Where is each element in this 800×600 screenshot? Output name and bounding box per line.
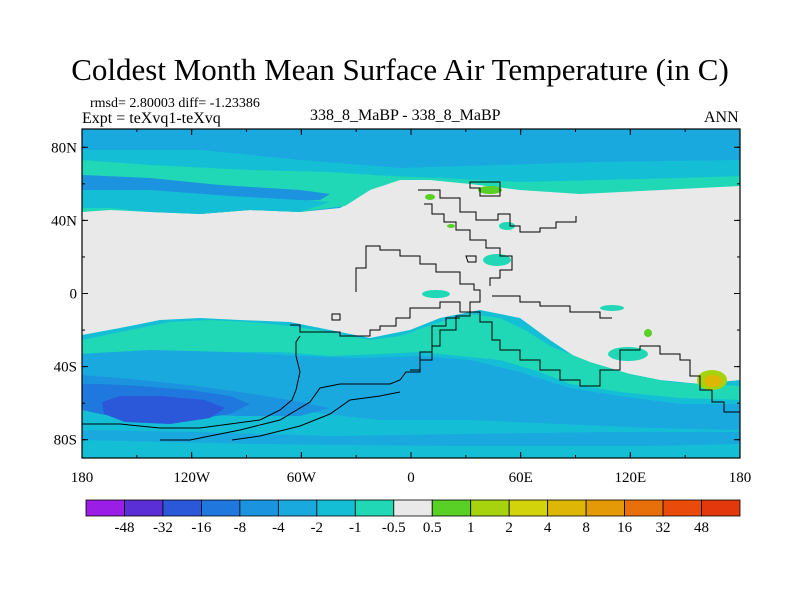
teal-patch-4 xyxy=(600,305,624,311)
colorbar-swatch xyxy=(393,499,433,517)
colorbar-label: 4 xyxy=(544,520,552,536)
colorbar-label: -1 xyxy=(349,520,362,536)
teal-patch-1 xyxy=(483,254,511,266)
colorbar-label: -8 xyxy=(234,520,247,536)
colorbar-label: -32 xyxy=(153,520,173,536)
case-label: 338_8_MaBP - 338_8_MaBP xyxy=(310,107,501,124)
continent-neutral xyxy=(390,210,720,360)
warm-patch-4 xyxy=(644,329,652,337)
chart-title: Coldest Month Mean Surface Air Temperatu… xyxy=(71,52,729,87)
lon-tick-label: 120E xyxy=(614,470,646,486)
colorbar-swatch xyxy=(624,499,664,517)
hotspot-inner xyxy=(704,375,722,387)
coastline-s2 xyxy=(231,391,401,441)
colorbar-label: 1 xyxy=(467,520,475,536)
coastline-west xyxy=(290,301,740,413)
teal-patch-5 xyxy=(608,347,648,361)
colorbar-label: 48 xyxy=(694,520,709,536)
colorbar-labels: -48 -32 -16 -8 -4 -2 -1 -0.5 0.5 1 2 4 8 16 32 48 xyxy=(114,520,709,536)
temperature-field xyxy=(82,129,740,458)
coastline-antarctica xyxy=(82,335,301,429)
lat-tick-label: 80N xyxy=(51,140,77,156)
coastline-north-3 xyxy=(465,255,477,263)
colorbar-swatch xyxy=(701,499,741,517)
stats-label: rmsd= 2.80003 diff= -1.23386 xyxy=(90,96,260,111)
colorbar-label: 16 xyxy=(617,520,633,536)
season-label: ANN xyxy=(704,109,739,126)
colorbar-label: -48 xyxy=(114,520,134,536)
arctic-band-teal-2 xyxy=(82,190,330,214)
lat-tick-label: 0 xyxy=(70,287,78,303)
coastline-north-4 xyxy=(469,181,501,197)
lon-tick-label: 0 xyxy=(407,470,415,486)
colorbar-swatch xyxy=(508,499,549,517)
coastline-north-2 xyxy=(424,203,513,286)
colorbar-swatch xyxy=(239,499,279,517)
axis-tick-labels: 180 120W 60W 0 60E 120E 180 80N 40N 0 40S 80S xyxy=(51,140,751,486)
colorbar-swatch xyxy=(431,499,472,517)
colorbar-label: -16 xyxy=(191,520,211,536)
coastline-southam xyxy=(160,317,460,441)
warm-patch-2 xyxy=(425,194,435,200)
coastline-madagascar xyxy=(331,313,341,321)
coastline-asia xyxy=(492,295,612,319)
colorbar-swatch xyxy=(470,499,510,517)
colorbar-label: -0.5 xyxy=(382,520,406,536)
axis-ticks xyxy=(81,129,741,458)
antarctic-band-teal xyxy=(82,440,740,458)
colorbar-swatch xyxy=(662,499,702,517)
lon-tick-label: 120W xyxy=(173,470,211,486)
colorbar-swatch xyxy=(162,499,202,517)
warm-patch-3 xyxy=(447,224,455,228)
warm-patch-1 xyxy=(478,186,502,194)
teal-patch-2 xyxy=(499,222,515,230)
southern-ocean-blue xyxy=(82,350,740,430)
lon-tick-label: 180 xyxy=(729,470,752,486)
lon-tick-label: 60E xyxy=(509,470,533,486)
colorbar-swatch xyxy=(85,499,125,517)
teal-patch-3 xyxy=(422,290,450,298)
lon-tick-label: 180 xyxy=(71,470,94,486)
coastlines xyxy=(82,181,740,441)
colorbar-label: -4 xyxy=(272,520,285,536)
lat-tick-label: 80S xyxy=(54,433,77,449)
colorbar-swatch xyxy=(201,499,241,517)
colorbar-swatch xyxy=(354,499,395,517)
colorbar-swatch xyxy=(547,499,587,517)
colorbar-label: 32 xyxy=(656,520,671,536)
colorbar-swatch xyxy=(585,499,625,517)
colorbar xyxy=(85,499,741,517)
colorbar-swatch xyxy=(316,499,356,517)
colorbar-label: 8 xyxy=(582,520,590,536)
colorbar-swatch xyxy=(277,499,318,517)
southern-ocean-green xyxy=(82,314,740,400)
colorbar-label: 0.5 xyxy=(423,520,442,536)
coastline-africa xyxy=(355,245,481,371)
experiment-label: Expt = teXvq1-teXvq xyxy=(82,110,221,127)
lat-tick-label: 40S xyxy=(54,360,77,376)
lon-tick-label: 60W xyxy=(287,470,317,486)
lat-tick-label: 40N xyxy=(51,213,77,229)
antarctic-cold-core xyxy=(102,396,225,424)
colorbar-swatch xyxy=(124,499,164,517)
colorbar-label: -2 xyxy=(311,520,324,536)
colorbar-label: 2 xyxy=(505,520,513,536)
coastline-north xyxy=(418,189,577,233)
